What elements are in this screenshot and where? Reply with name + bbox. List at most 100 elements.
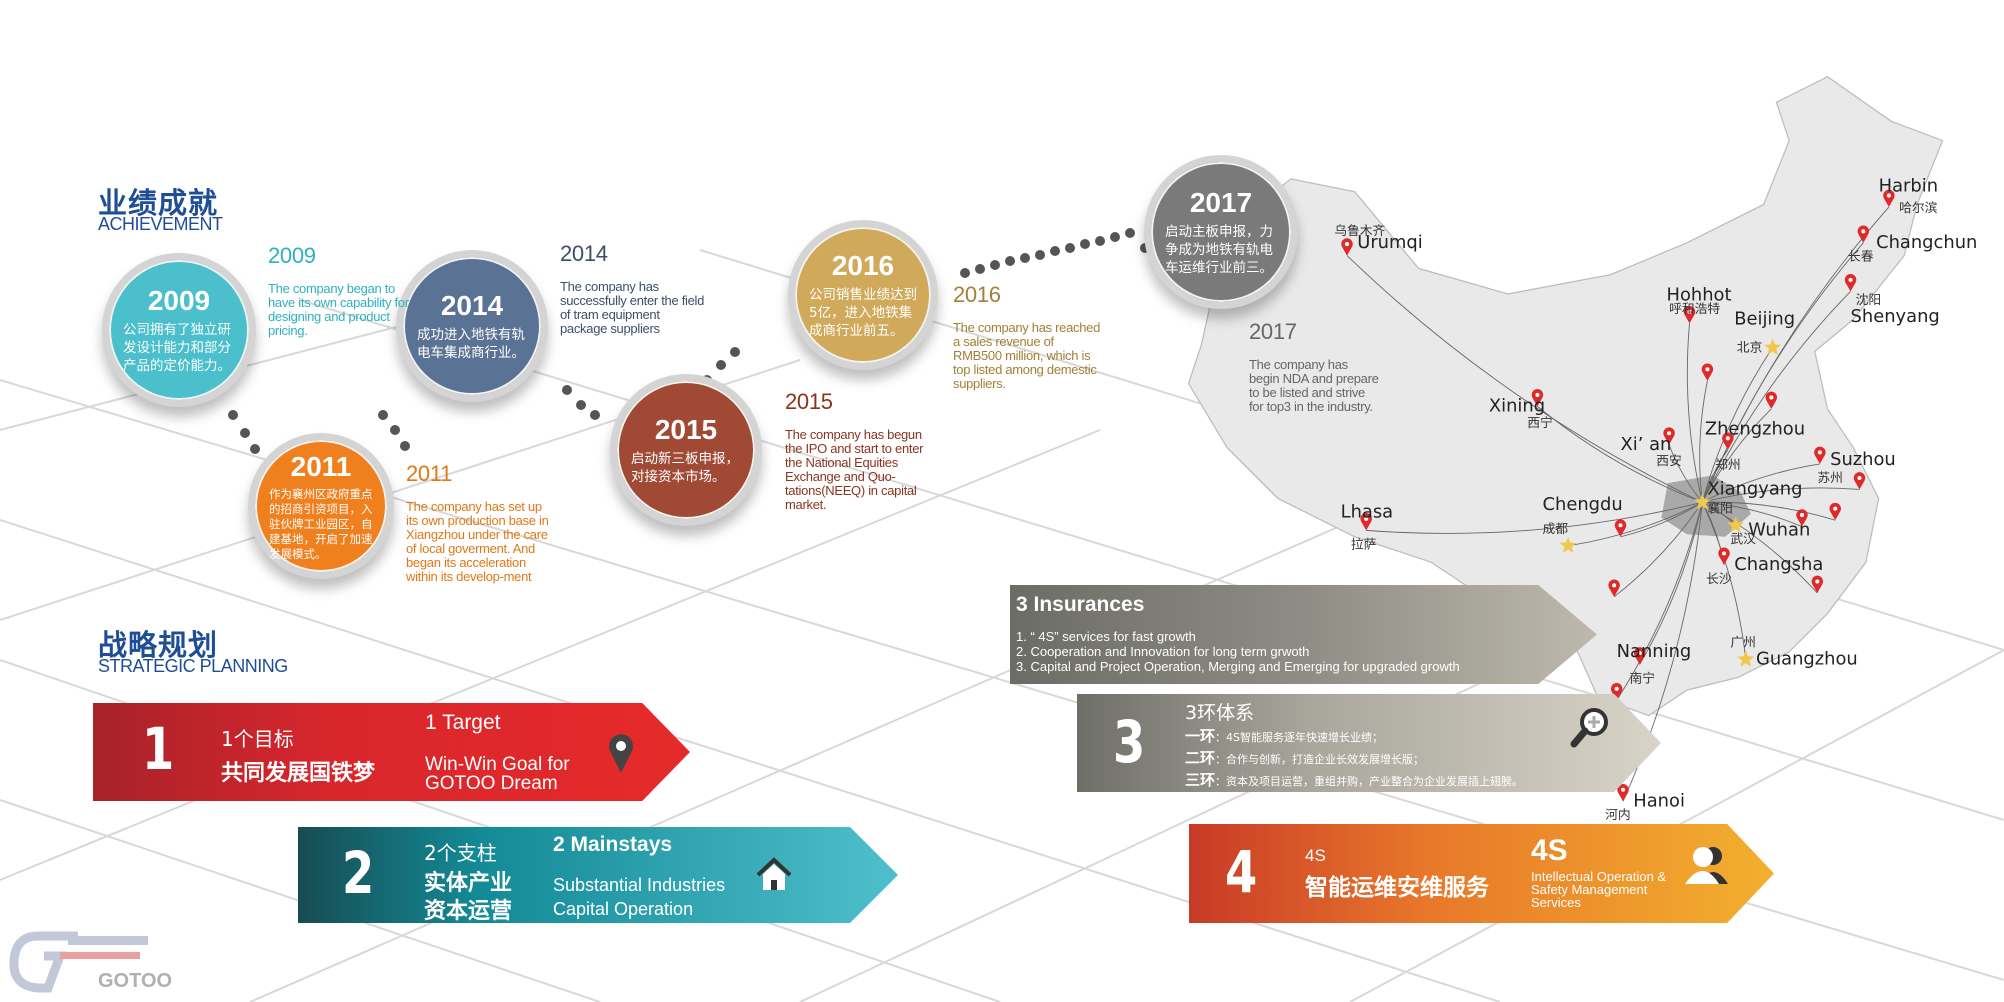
map-pin-icon: [1531, 389, 1544, 407]
route-line: [1668, 444, 1703, 503]
route-line: [1366, 501, 1703, 534]
city-label-en: Hanoi: [1633, 790, 1685, 811]
route-line: [1701, 291, 1851, 503]
city-label-zh: 河内: [1605, 807, 1631, 823]
map-pin-icon: [1360, 513, 1372, 531]
banner-4-4s-service: 4 4S 智能运维安维服务 4S Intellectual Operation …: [1189, 824, 1774, 923]
city-label-zh: 拉萨: [1351, 537, 1377, 552]
route-line: [1686, 323, 1703, 503]
star-icon: [1559, 536, 1577, 553]
city-label-zh: 西宁: [1527, 416, 1553, 431]
milestone-circle-2016: 2016 公司销售业绩达到5亿，进入地铁集成商行业前五。: [788, 220, 938, 370]
route-line: [1616, 502, 1703, 701]
milestone-circle-2009: 2009 公司拥有了独立研发设计能力和部分产品的定价能力。: [102, 253, 256, 407]
map-pin-icon: [1633, 647, 1646, 665]
banner-2-mainstays: 2 2个支柱 实体产业 资本运营 2 Mainstays Substantial…: [298, 827, 898, 923]
insurance-item: 1. “ 4S” services for fast growth: [1016, 629, 1196, 644]
star-icon: [1764, 338, 1782, 355]
city-label-en: Changsha: [1734, 554, 1823, 575]
city-label-en: Changchun: [1876, 232, 1977, 253]
city-label-zh: 武汉: [1730, 532, 1756, 547]
map-pin-icon: [609, 734, 633, 773]
route-line: [1537, 406, 1703, 503]
milestone-text-2014: 2014 The company has successfully enter t…: [560, 241, 705, 336]
milestone-circle-2017: 2017 启动主板申报，力争成为地铁有轨电车运维行业前三。: [1144, 155, 1298, 309]
city-label-en: Urumqi: [1357, 232, 1423, 253]
milestone-text-2009: 2009 The company began to have its own ca…: [268, 243, 409, 338]
map-pin-icon: [1341, 238, 1353, 256]
map-pin-icon: [1883, 189, 1895, 208]
city-label-en: Zhengzhou: [1705, 419, 1805, 440]
strategic-title-zh: 战略规划: [98, 628, 219, 662]
route-line: [1702, 487, 1860, 503]
map-pin-icon: [1722, 432, 1734, 450]
milestone-circle-2011: 2011 作为襄州区政府重点的招商引资项目，入驻伙牌工业园区，自建基地，开启了加速…: [248, 433, 394, 579]
city-label-zh: 乌鲁木齐: [1334, 223, 1385, 239]
city-label-zh: 长春: [1848, 250, 1874, 265]
map-pin-icon: [1796, 509, 1808, 527]
milestone-text-2017: 2017 The company has begin NDA and prepar…: [1249, 319, 1379, 414]
city-label-zh: 哈尔滨: [1899, 200, 1938, 216]
achievement-title-en: ACHIEVEMENT: [98, 214, 223, 234]
city-label-en: Harbin: [1879, 176, 1938, 197]
city-label-zh: 郑州: [1715, 458, 1741, 473]
city-label-en: Lhasa: [1341, 502, 1394, 523]
star-icon: [1726, 516, 1745, 533]
milestone-circle-2014: 2014 成功进入地铁有轨电车集成商行业。: [396, 250, 548, 402]
city-label-zh: 苏州: [1817, 470, 1843, 486]
city-label-en: Wuhan: [1748, 519, 1810, 540]
users-icon: [1685, 847, 1728, 884]
city-label-zh: 呼和浩特: [1669, 302, 1720, 317]
insurance-item: 2. Cooperation and Innovation for long t…: [1016, 644, 1310, 659]
map-pin-icon: [1608, 579, 1620, 597]
map-pin-icon: [1663, 427, 1675, 445]
route-line: [1702, 463, 1820, 503]
map-pin-icon: [1811, 575, 1824, 593]
city-label-zh: 北京: [1737, 340, 1763, 355]
map-pin-icon: [1829, 502, 1841, 521]
map-pin-icon: [1614, 519, 1627, 537]
map-pin-icon: [1683, 306, 1696, 324]
route-line: [1699, 380, 1708, 503]
milestone-circle-2015: 2015 启动新三板申报，对接资本市场。: [610, 374, 762, 526]
hub-label-en: Xiangyang: [1707, 479, 1802, 500]
milestone-text-2011: 2011 The company has set up its own produ…: [406, 461, 549, 584]
map-pin-icon: [1844, 274, 1857, 292]
banner-3-insurances: 3 Insurances 1. “ 4S” services for fast …: [1010, 585, 1597, 684]
gotoo-logo: GOTOO: [8, 930, 172, 996]
star-icon: [1737, 650, 1755, 667]
insurance-item: 3. Capital and Project Operation, Mergin…: [1016, 659, 1460, 674]
ring-row: 一环：4S智能服务逐年快速增长业绩；: [1185, 727, 1383, 745]
city-label-en: Nanning: [1617, 641, 1692, 662]
city-label-zh: 广州: [1730, 636, 1756, 651]
city-label-en: Xi’ an: [1621, 434, 1672, 455]
star-icon: [1693, 493, 1711, 510]
route-line: [1639, 502, 1703, 665]
milestone-text-2016: 2016 The company has reached a sales reve…: [953, 282, 1101, 391]
map-pin-icon: [1853, 472, 1866, 490]
route-line: [1613, 502, 1703, 598]
route-line: [1702, 501, 1803, 527]
map-pin-icon: [1701, 363, 1714, 381]
city-label-en: Guangzhou: [1756, 649, 1858, 670]
route-line: [1701, 242, 1864, 503]
city-label-en: Beijing: [1734, 309, 1795, 330]
city-label-zh: 南宁: [1629, 670, 1655, 686]
ring-row: 三环：资本及项目运营，重组并购，产业整合为企业发展插上翅膀。: [1185, 771, 1524, 789]
city-label-zh: 沈阳: [1856, 293, 1882, 308]
map-pin-icon: [1718, 547, 1730, 565]
city-label-zh: 长沙: [1706, 572, 1732, 587]
route-line: [1568, 501, 1703, 547]
map-pin-icon: [1610, 683, 1623, 701]
home-icon: [756, 857, 792, 890]
ring-row: 二环：合作与创新，打造企业长效发展增长版；: [1185, 749, 1425, 767]
city-label-zh: 西安: [1656, 454, 1682, 469]
city-label-en: Suzhou: [1830, 449, 1896, 470]
route-line: [1620, 501, 1703, 538]
route-line: [1702, 501, 1836, 521]
city-label-zh: 成都: [1543, 522, 1569, 537]
banner-3-ring-system: 3 3环体系 一环：4S智能服务逐年快速增长业绩； 二环：合作与创新，打造企业长…: [1077, 694, 1661, 792]
city-label-en: Shenyang: [1851, 306, 1940, 327]
map-pin-icon: [1765, 391, 1778, 409]
